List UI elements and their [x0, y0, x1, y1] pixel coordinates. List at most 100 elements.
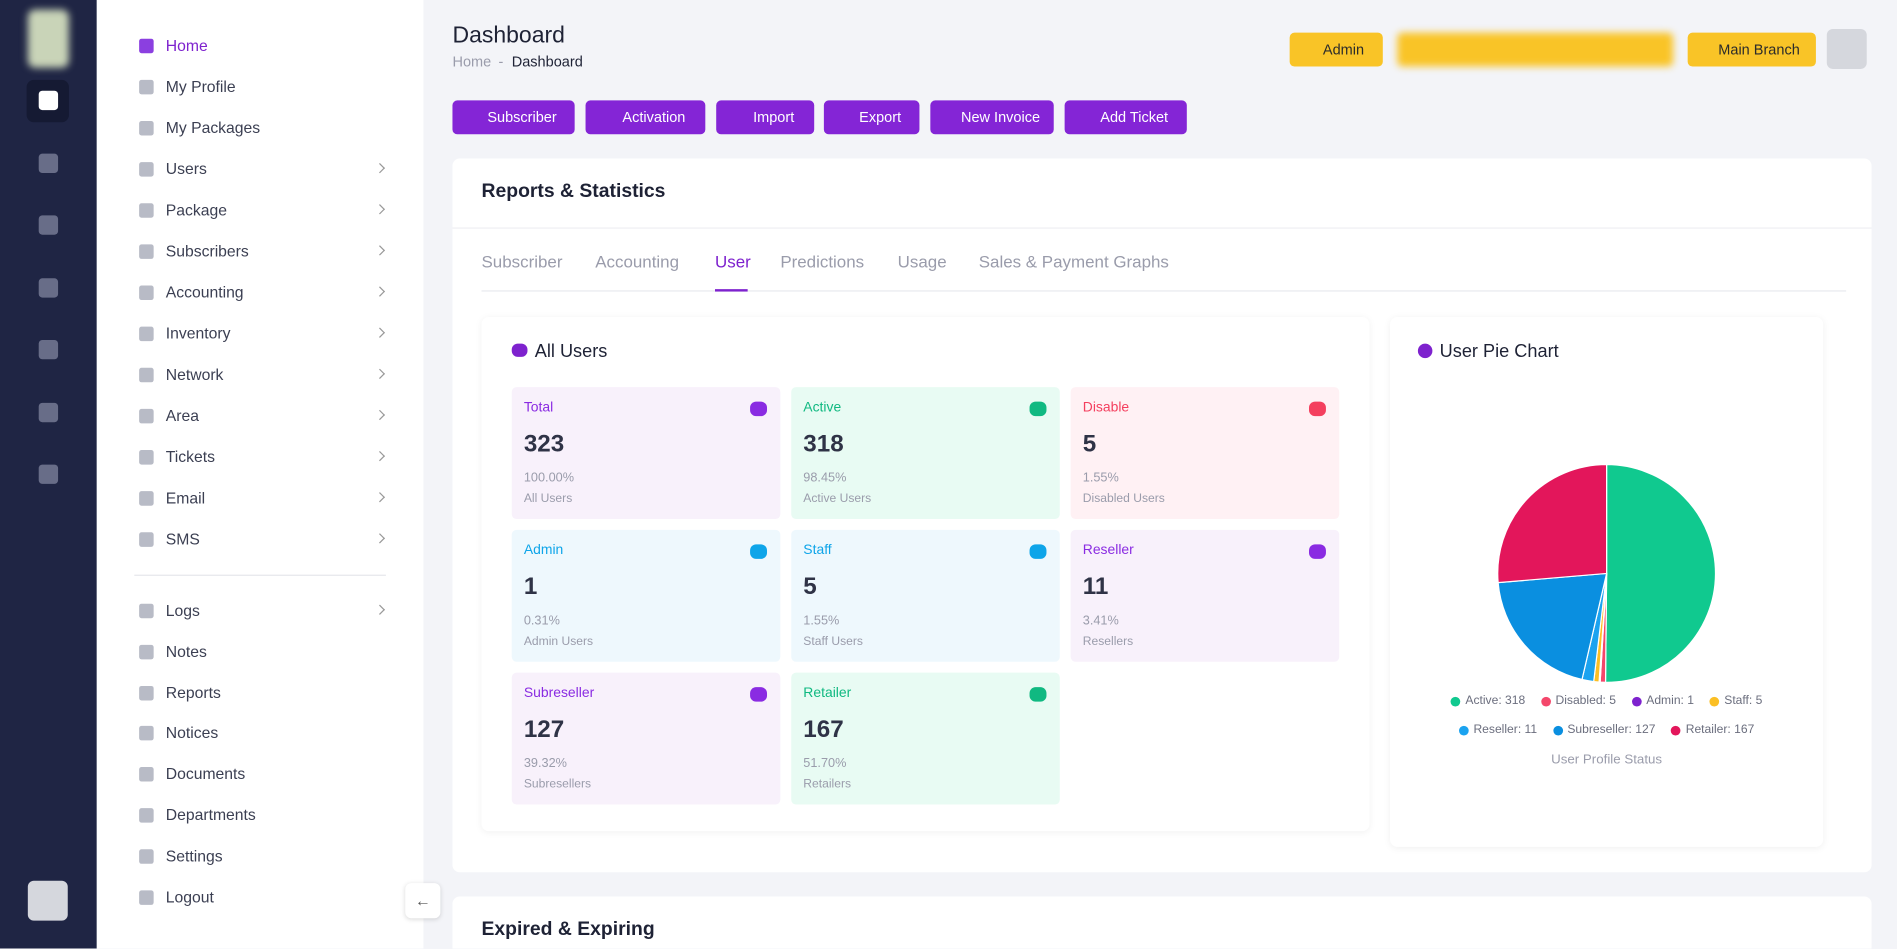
menu-item[interactable]: My Profile	[165, 77, 236, 96]
menu-item[interactable]: Settings	[165, 846, 223, 865]
card-divider	[452, 227, 1872, 229]
menu-item[interactable]: Subscribers	[165, 241, 249, 261]
stat-caption: Resellers	[1082, 635, 1134, 649]
legend-item[interactable]: Subreseller: 127	[1552, 723, 1655, 737]
breadcrumb-home[interactable]: Home	[452, 53, 492, 71]
action-button[interactable]: Activation	[585, 100, 706, 135]
header-avatar[interactable]	[1826, 29, 1867, 69]
title-icon	[511, 343, 528, 357]
menu-item[interactable]: Tickets	[165, 447, 215, 466]
legend-item[interactable]: Staff: 5	[1709, 694, 1762, 708]
pie-slice	[1497, 463, 1608, 584]
menu-item[interactable]: My Packages	[165, 118, 261, 137]
menu-item[interactable]: Network	[165, 365, 224, 384]
menu-icon	[139, 38, 154, 54]
rail-icon[interactable]	[38, 402, 59, 423]
menu-item[interactable]: Notices	[165, 723, 219, 743]
menu-item[interactable]: Package	[165, 200, 227, 219]
stat-label: Reseller	[1082, 543, 1134, 558]
legend-item[interactable]: Retailer: 167	[1671, 723, 1754, 737]
menu-icon	[139, 603, 154, 619]
menu-icon	[139, 285, 154, 301]
action-button[interactable]: Export	[823, 100, 920, 135]
collapse-button[interactable]: ←	[405, 883, 441, 919]
action-button[interactable]: Subscriber	[452, 100, 575, 135]
legend-item[interactable]: Disabled: 5	[1540, 694, 1617, 708]
menu-item[interactable]: Users	[165, 159, 207, 178]
stat-icon	[1029, 401, 1047, 417]
menu-item[interactable]: Accounting	[165, 283, 244, 302]
tabs-line	[481, 290, 1847, 292]
legend-row: Active: 318 Disabled: 5 Admin: 1 Staff: 5	[1390, 694, 1823, 708]
tab[interactable]: Predictions	[780, 251, 865, 271]
action-button[interactable]: New Invoice	[930, 100, 1054, 135]
divider	[134, 574, 386, 576]
menu-icon	[139, 726, 154, 741]
tab[interactable]: Accounting	[595, 251, 680, 271]
header-button[interactable]: Admin	[1289, 32, 1383, 67]
menu-item[interactable]: Reports	[165, 683, 221, 702]
tab[interactable]: Usage	[897, 251, 947, 271]
menu-item[interactable]: Logout	[165, 887, 214, 906]
pie-caption: User Profile Status	[1551, 752, 1663, 768]
legend-dot	[1450, 696, 1461, 706]
logo	[27, 9, 69, 68]
stat-value: 318	[803, 430, 844, 458]
menu-item[interactable]: SMS	[165, 529, 200, 549]
menu-icon	[139, 244, 154, 259]
title-icon	[1417, 343, 1433, 359]
legend-item[interactable]: Reseller: 11	[1458, 723, 1537, 737]
tab[interactable]: User	[714, 251, 751, 271]
stat-box	[511, 672, 781, 805]
rail-icon[interactable]	[38, 90, 59, 111]
legend-item[interactable]: Active: 318	[1450, 694, 1525, 708]
rail-icon[interactable]	[38, 339, 59, 360]
legend-dot	[1458, 725, 1469, 735]
menu-item[interactable]: Notes	[165, 642, 207, 661]
legend-label: Disabled: 5	[1555, 694, 1617, 708]
tab[interactable]: Subscriber	[481, 251, 563, 271]
menu-item[interactable]: Documents	[165, 764, 246, 783]
stat-percent: 51.70%	[803, 756, 847, 771]
stat-percent: 39.32%	[523, 756, 567, 771]
stat-label: Staff	[803, 543, 832, 558]
legend-label: Admin: 1	[1646, 694, 1695, 708]
legend-item[interactable]: Admin: 1	[1631, 694, 1695, 708]
stat-caption: Disabled Users	[1082, 492, 1165, 506]
menu-item[interactable]: Email	[165, 488, 206, 507]
stat-box	[1070, 387, 1340, 520]
reports-title: Reports & Statistics	[481, 181, 666, 203]
stat-percent: 3.41%	[1082, 613, 1119, 628]
breadcrumb-current: Dashboard	[511, 53, 583, 71]
stat-label: Subreseller	[523, 685, 595, 701]
stat-caption: Subresellers	[523, 777, 592, 792]
stat-box	[791, 387, 1060, 520]
menu-icon	[139, 491, 154, 506]
menu-icon	[139, 79, 154, 95]
stat-caption: Admin Users	[523, 635, 594, 649]
rail-icon[interactable]	[38, 278, 59, 298]
stat-value: 5	[1082, 430, 1097, 458]
stat-value: 323	[523, 430, 565, 458]
stat-caption: Retailers	[803, 777, 852, 792]
menu-item[interactable]: Home	[165, 36, 208, 55]
stat-icon	[750, 687, 768, 702]
rail-icon[interactable]	[38, 215, 59, 235]
menu-item[interactable]: Departments	[165, 805, 256, 824]
menu-icon	[139, 685, 154, 700]
header-button[interactable]: Main Branch	[1687, 32, 1816, 67]
menu-item[interactable]: Inventory	[165, 324, 231, 343]
page-title: Dashboard	[452, 22, 565, 49]
action-button[interactable]: Add Ticket	[1064, 100, 1187, 135]
menu-item[interactable]: Area	[165, 406, 199, 425]
menu-item[interactable]: Logs	[165, 601, 200, 620]
tab[interactable]: Sales & Payment Graphs	[978, 251, 1169, 271]
rail-icon[interactable]	[38, 153, 59, 174]
expired-title: Expired & Expiring	[481, 919, 655, 941]
sidebar	[96, 0, 424, 949]
action-button[interactable]: Import	[716, 100, 815, 135]
rail-icon[interactable]	[38, 464, 59, 484]
legend-row: Reseller: 11 Subreseller: 127 Retailer: 16…	[1390, 723, 1823, 737]
user-avatar[interactable]	[27, 880, 68, 921]
